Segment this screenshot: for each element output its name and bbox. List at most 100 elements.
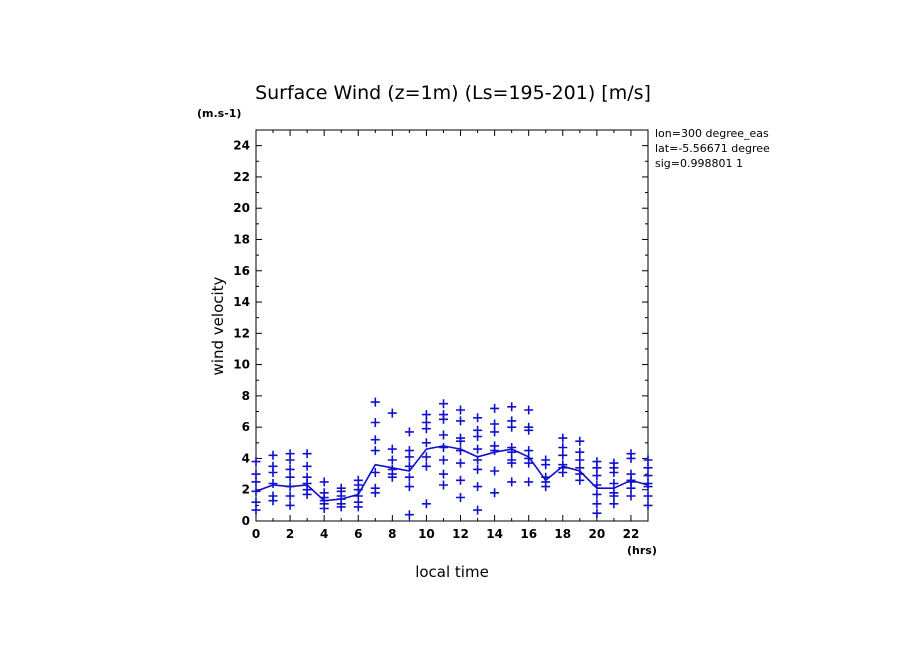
sample-point-marker xyxy=(507,422,517,432)
sample-point-marker xyxy=(370,488,380,498)
sample-point-marker xyxy=(626,453,636,463)
sample-point-marker xyxy=(370,468,380,477)
sample-point-marker xyxy=(251,457,261,467)
sample-point-marker xyxy=(643,482,653,492)
x-tick-label: 10 xyxy=(418,527,435,541)
sample-point-marker xyxy=(302,489,312,499)
sample-point-marker xyxy=(507,458,517,468)
sample-point-marker xyxy=(353,502,363,512)
sample-point-marker xyxy=(541,460,551,470)
sample-point-marker xyxy=(456,416,465,426)
sample-point-marker xyxy=(421,499,431,509)
sample-point-marker xyxy=(524,477,534,487)
sample-point-marker xyxy=(524,458,534,468)
y-tick-label: 24 xyxy=(233,139,250,153)
sample-point-marker xyxy=(473,413,483,423)
y-tick-label: 16 xyxy=(233,264,250,278)
sample-point-marker xyxy=(524,405,534,415)
sample-point-marker xyxy=(421,461,431,471)
sample-point-marker xyxy=(643,463,653,473)
sample-point-marker xyxy=(285,482,295,492)
sample-point-marker xyxy=(524,446,534,456)
x-tick-label: 2 xyxy=(286,527,294,541)
y-tick-label: 0 xyxy=(242,514,250,528)
sample-point-marker xyxy=(473,505,483,515)
sample-point-marker xyxy=(643,491,653,501)
sample-point-marker xyxy=(592,463,602,473)
sample-point-marker xyxy=(575,475,585,485)
sample-point-marker xyxy=(575,455,585,465)
sample-point-marker xyxy=(490,427,500,437)
sample-point-marker xyxy=(285,455,295,465)
x-tick-label: 14 xyxy=(486,527,503,541)
y-axis-label: wind velocity xyxy=(209,276,227,375)
sample-point-marker xyxy=(421,438,431,448)
sample-point-marker xyxy=(404,452,414,462)
sample-point-marker xyxy=(541,482,551,492)
sample-point-marker xyxy=(473,455,483,465)
x-tick-label: 18 xyxy=(554,527,571,541)
sample-point-marker xyxy=(370,446,380,456)
sample-point-marker xyxy=(268,468,278,477)
sample-point-marker xyxy=(439,430,448,440)
info-lat: lat=-5.56671 degree xyxy=(655,142,770,155)
sample-point-marker xyxy=(456,475,465,485)
sample-point-marker xyxy=(404,427,414,437)
sample-point-marker xyxy=(251,469,261,479)
sample-point-marker xyxy=(387,444,397,454)
sample-point-marker xyxy=(268,496,278,506)
sample-point-marker xyxy=(285,472,295,482)
x-tick-label: 16 xyxy=(520,527,537,541)
sample-point-marker xyxy=(507,447,517,457)
sample-point-marker xyxy=(404,472,414,482)
plot-frame xyxy=(255,129,649,522)
info-sig: sig=0.998801 1 xyxy=(655,157,743,170)
info-lon: lon=300 degree_eas xyxy=(655,127,769,140)
x-tick-label: 12 xyxy=(452,527,469,541)
sample-point-marker xyxy=(473,432,483,441)
sample-point-marker xyxy=(285,500,295,510)
sample-point-marker xyxy=(592,499,602,509)
y-tick-label: 10 xyxy=(233,358,250,372)
sample-point-marker xyxy=(421,424,431,434)
sample-point-marker xyxy=(592,471,602,481)
sample-point-marker xyxy=(592,480,602,490)
sample-point-marker xyxy=(404,461,414,471)
sample-point-marker xyxy=(609,491,619,501)
sample-point-marker xyxy=(370,397,380,407)
sample-point-marker xyxy=(490,466,500,476)
sample-point-marker xyxy=(473,444,483,454)
sample-point-marker xyxy=(387,455,397,465)
y-tick-label: 18 xyxy=(233,232,250,246)
sample-point-marker xyxy=(643,455,653,465)
sample-point-marker xyxy=(319,477,329,487)
sample-point-marker xyxy=(558,443,568,452)
x-axis-label: local time xyxy=(415,563,489,581)
sample-point-marker xyxy=(251,486,261,496)
x-tick-label: 6 xyxy=(354,527,362,541)
sample-point-marker xyxy=(302,449,312,459)
sample-point-marker xyxy=(456,458,465,468)
x-unit-label: (hrs) xyxy=(627,544,657,557)
sample-point-marker xyxy=(285,464,295,474)
x-tick-label: 0 xyxy=(252,527,260,541)
sample-point-marker xyxy=(575,436,585,446)
sample-point-marker xyxy=(558,433,568,443)
x-tick-label: 20 xyxy=(589,527,606,541)
sample-point-marker xyxy=(421,410,431,420)
sample-point-marker xyxy=(558,468,568,477)
sample-point-marker xyxy=(439,455,448,465)
sample-point-marker xyxy=(285,491,295,501)
sample-point-marker xyxy=(370,435,380,445)
y-tick-label: 2 xyxy=(242,483,250,497)
sample-point-marker xyxy=(507,477,517,487)
sample-point-marker xyxy=(336,502,346,512)
sample-point-marker xyxy=(439,480,448,490)
sample-point-marker xyxy=(404,510,414,520)
y-tick-label: 12 xyxy=(233,326,250,340)
sample-point-marker xyxy=(456,446,465,456)
sample-point-marker xyxy=(575,447,585,457)
sample-point-marker xyxy=(439,399,448,409)
sample-point-marker xyxy=(251,497,261,507)
